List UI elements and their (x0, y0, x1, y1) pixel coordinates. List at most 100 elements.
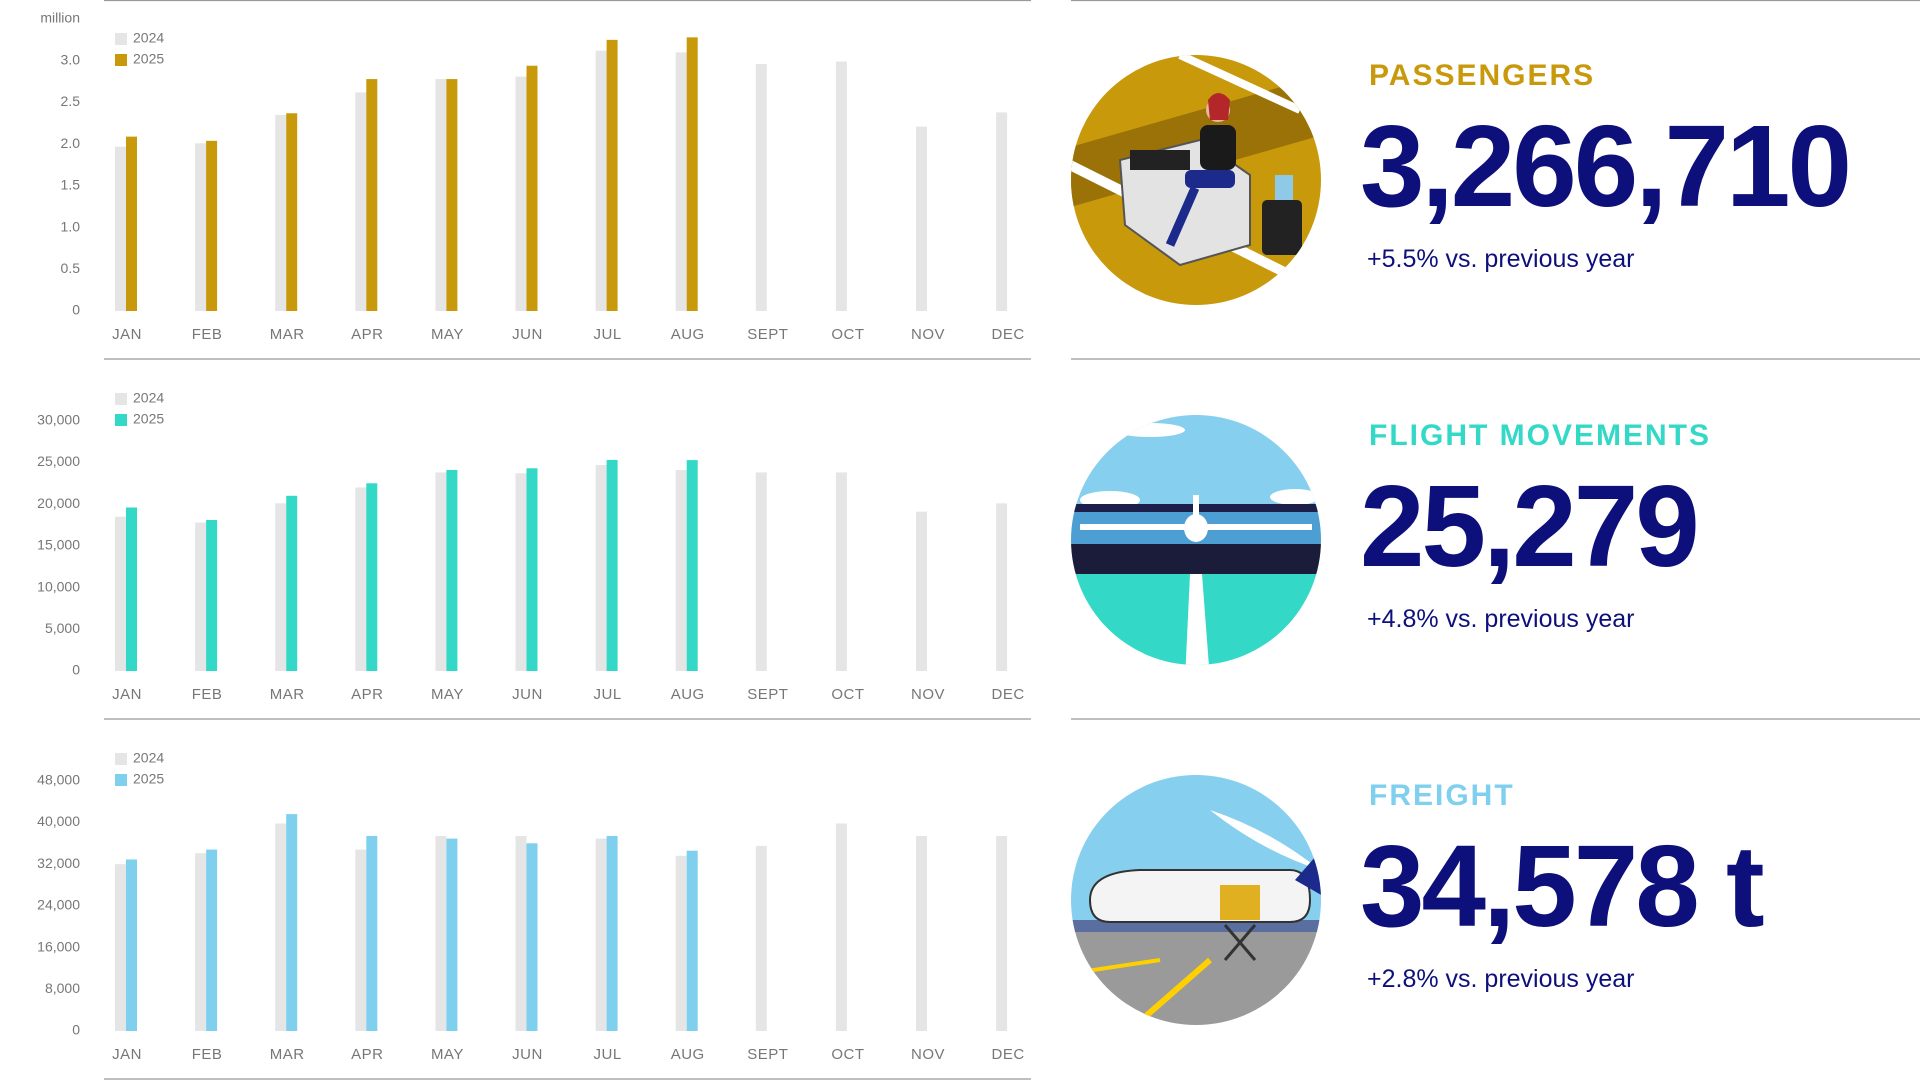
x-tick-label: AUG (671, 1046, 705, 1063)
bar (275, 823, 287, 1031)
x-tick-label: APR (351, 1046, 383, 1063)
bar (606, 39, 618, 311)
x-tick-label: FEB (192, 326, 223, 343)
legend-label: 2024 (133, 750, 164, 766)
x-tick-label: OCT (831, 326, 864, 343)
bar (835, 61, 847, 312)
legend-swatch (115, 33, 127, 45)
bar (355, 849, 367, 1031)
x-tick-label: MAR (270, 686, 305, 703)
passenger-illustration (1071, 55, 1321, 305)
bar (686, 850, 698, 1031)
x-tick-label: NOV (911, 326, 945, 343)
kpi-change: +5.5% vs. previous year (1367, 245, 1635, 273)
legend-swatch (115, 753, 127, 765)
y-tick-label: 30,000 (37, 411, 80, 427)
x-tick-label: MAR (270, 326, 305, 343)
legend-label: 2024 (133, 30, 164, 46)
x-tick-label: DEC (992, 326, 1025, 343)
bar (996, 112, 1008, 311)
y-tick-label: 0.5 (61, 260, 81, 276)
bar (195, 143, 207, 311)
y-tick-label: 40,000 (37, 813, 80, 829)
x-tick-label: JAN (112, 686, 142, 703)
bar (835, 823, 847, 1031)
x-tick-label: SEPT (747, 326, 788, 343)
bar (526, 468, 538, 671)
bar (126, 859, 137, 1031)
bar (286, 495, 298, 671)
bar (595, 50, 607, 312)
x-tick-label: MAY (431, 326, 464, 343)
x-tick-label: AUG (671, 326, 705, 343)
x-tick-label: JUN (512, 686, 543, 703)
bar (435, 835, 447, 1031)
bar (526, 843, 538, 1031)
legend-label: 2024 (133, 390, 164, 406)
bar (435, 79, 447, 311)
y-tick-label: 48,000 (37, 771, 80, 787)
bar (126, 136, 137, 311)
bar (366, 835, 378, 1031)
x-tick-label: FEB (192, 1046, 223, 1063)
bar (526, 65, 538, 311)
x-tick-label: JUL (594, 326, 622, 343)
x-tick-label: DEC (992, 686, 1025, 703)
bar (996, 835, 1008, 1031)
bar (286, 814, 298, 1031)
x-tick-label: MAY (431, 686, 464, 703)
kpi-title: FREIGHT (1369, 779, 1515, 812)
bar (195, 853, 207, 1031)
bar (115, 146, 126, 311)
y-tick-label: 0 (72, 1022, 80, 1038)
y-tick-label: 32,000 (37, 855, 80, 871)
x-tick-label: NOV (911, 686, 945, 703)
y-tick-label: 1.0 (61, 218, 81, 234)
bar (606, 459, 618, 671)
bar (195, 522, 207, 671)
legend-swatch (115, 54, 127, 66)
y-axis-label: million (40, 10, 80, 26)
legend-swatch (115, 393, 127, 405)
bar (675, 469, 687, 671)
bar (366, 483, 378, 671)
bar (275, 503, 287, 671)
bar (446, 838, 458, 1031)
y-tick-label: 0 (72, 662, 80, 678)
freight-illustration (1071, 775, 1321, 1025)
bar (595, 464, 607, 671)
y-tick-label: 2.0 (61, 135, 81, 151)
x-tick-label: JAN (112, 1046, 142, 1063)
x-tick-label: MAR (270, 1046, 305, 1063)
kpi-value: 34,578 t (1360, 821, 1764, 951)
y-tick-label: 20,000 (37, 495, 80, 511)
bar (115, 516, 126, 671)
x-tick-label: SEPT (747, 1046, 788, 1063)
bar (755, 845, 767, 1031)
y-tick-label: 1.5 (61, 177, 81, 193)
y-tick-label: 5,000 (45, 620, 80, 636)
bar (595, 838, 607, 1031)
x-tick-label: JUL (594, 686, 622, 703)
bar (515, 835, 527, 1031)
x-tick-label: JUL (594, 1046, 622, 1063)
bar (916, 511, 927, 671)
x-tick-label: DEC (992, 1046, 1025, 1063)
bar (606, 835, 618, 1031)
y-tick-label: 15,000 (37, 537, 80, 553)
bar (206, 849, 218, 1031)
bar (755, 472, 767, 671)
bar (835, 472, 847, 671)
kpi-change: +2.8% vs. previous year (1367, 965, 1635, 993)
bar (446, 79, 458, 311)
x-tick-label: APR (351, 326, 383, 343)
y-tick-label: 8,000 (45, 980, 80, 996)
y-tick-label: 0 (72, 302, 80, 318)
bar (916, 126, 927, 311)
legend-label: 2025 (133, 411, 164, 427)
kpi-change: +4.8% vs. previous year (1367, 605, 1635, 633)
x-tick-label: JUN (512, 326, 543, 343)
x-tick-label: FEB (192, 686, 223, 703)
x-tick-label: AUG (671, 686, 705, 703)
